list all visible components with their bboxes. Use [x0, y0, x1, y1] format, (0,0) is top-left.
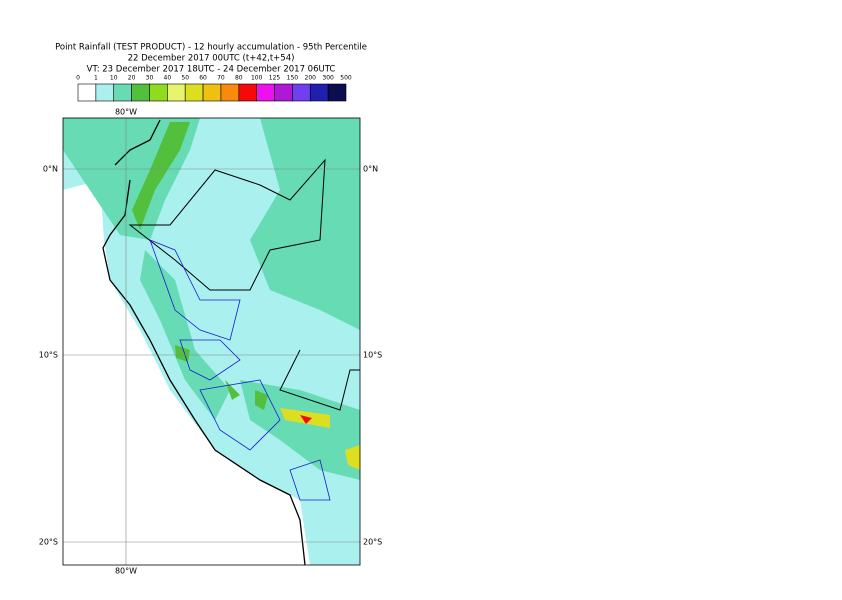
colorbar-box [309, 83, 329, 102]
colorbar-label: 80 [235, 75, 243, 82]
colorbar-label: 500 [340, 75, 352, 82]
run-time: 22 December 2017 00UTC (t+42,t+54) [128, 54, 295, 64]
colorbar-box [220, 83, 240, 102]
colorbar-box [327, 83, 347, 102]
coastline [102, 119, 306, 565]
colorbar-label: 40 [164, 75, 172, 82]
colorbar-label: 200 [305, 75, 317, 82]
colorbar-box [184, 83, 204, 102]
colorbar-label: 1 [94, 75, 98, 82]
colorbar-box [202, 83, 222, 102]
valid-time: VT: 23 December 2017 18UTC - 24 December… [87, 65, 336, 75]
rain-heavy [132, 122, 190, 230]
rain-peak [345, 445, 360, 470]
lon-label: 80°W [115, 567, 137, 576]
map-frame [62, 117, 361, 566]
title: Point Rainfall (TEST PRODUCT) - 12 hourl… [55, 43, 367, 53]
colorbar-box [113, 83, 132, 102]
colorbar-box [95, 83, 115, 102]
colorbar-label: 70 [217, 75, 225, 82]
region-boundary [149, 239, 331, 501]
border [128, 158, 360, 411]
colorbar-box [238, 83, 257, 102]
colorbar-label: 30 [146, 75, 154, 82]
rain-heavy [175, 345, 268, 410]
colorbar-label: 20 [128, 75, 136, 82]
colorbar-label: 10 [110, 75, 118, 82]
colorbar-box [131, 83, 150, 102]
colorbar-label: 300 [322, 75, 334, 82]
colorbar: 0 1 10 20 30 40 50 60 70 80 100 125 150 200 300 500 [76, 75, 352, 102]
map [63, 118, 360, 565]
lat-label: 20°S [39, 538, 58, 547]
colorbar-box [149, 83, 168, 102]
rain-area [240, 380, 360, 480]
rain-area [140, 250, 230, 420]
lat-label: 10°S [39, 351, 58, 360]
colorbar-label: 50 [181, 75, 189, 82]
colorbar-box [167, 83, 186, 102]
rain-area [250, 118, 360, 330]
lat-label: 20°S [363, 538, 382, 547]
colorbar-box [292, 83, 311, 102]
colorbar-label: 60 [199, 75, 207, 82]
colorbar-box [256, 83, 275, 102]
ocean-far [63, 180, 310, 565]
lat-label: 0°N [363, 165, 378, 174]
colorbar-box [274, 83, 293, 102]
lon-label: 80°W [115, 108, 137, 117]
rain-max [300, 415, 312, 424]
colorbar-label: 0 [76, 75, 80, 82]
lat-label: 10°S [363, 351, 382, 360]
lat-label: 0°N [43, 165, 58, 174]
colorbar-label: 150 [287, 75, 299, 82]
colorbar-label: 125 [269, 75, 281, 82]
colorbar-box [77, 83, 97, 102]
colorbar-label: 100 [251, 75, 263, 82]
